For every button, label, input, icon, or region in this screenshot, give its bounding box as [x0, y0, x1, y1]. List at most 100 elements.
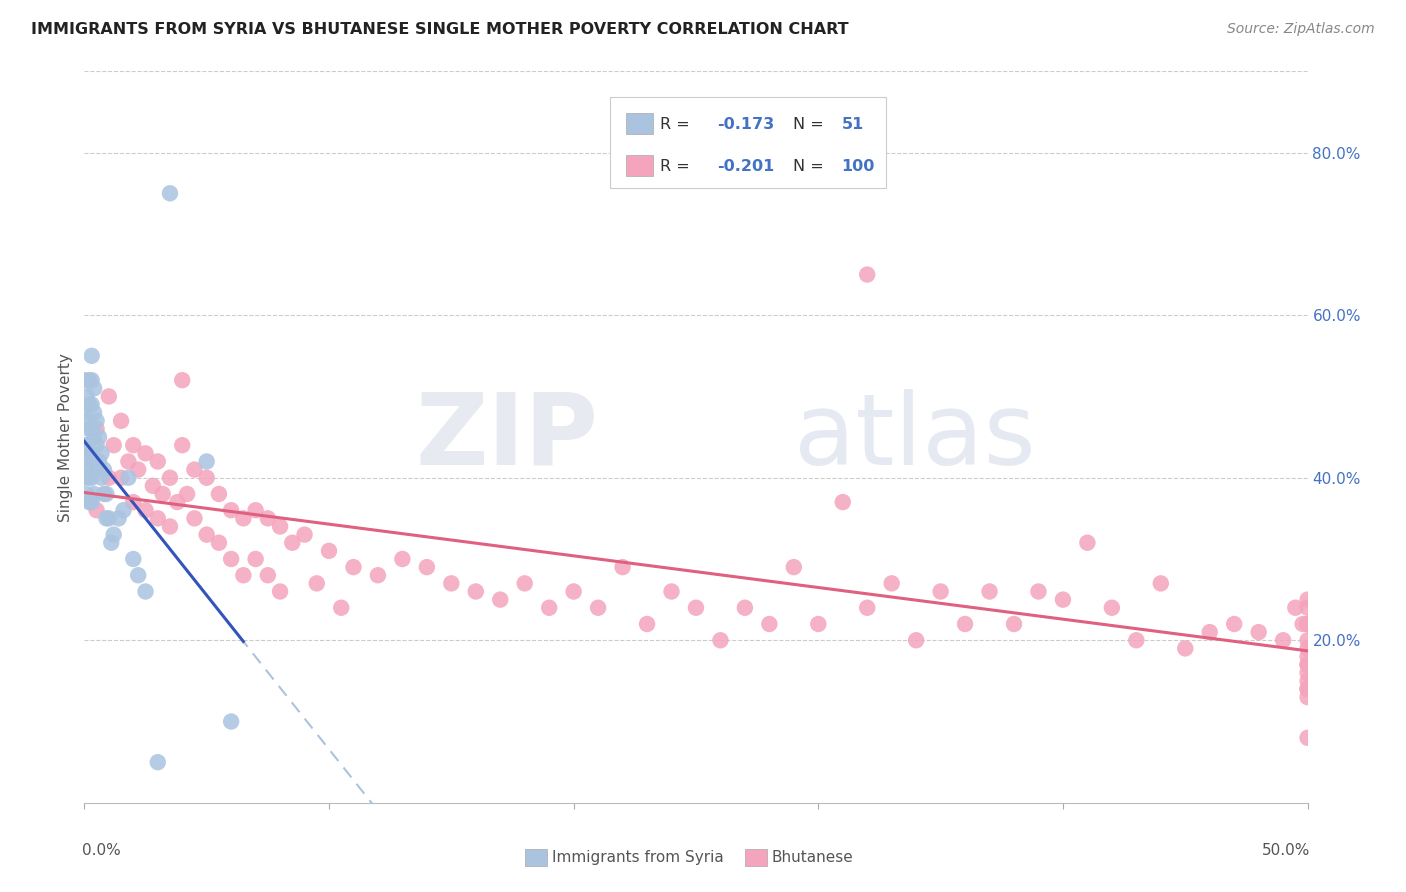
Text: R =: R = [661, 159, 696, 174]
Point [685, 600, 707, 615]
Point [83, 454, 105, 468]
Point [127, 568, 149, 582]
Point [110, 414, 132, 428]
Point [73, 406, 96, 420]
Point [1198, 625, 1220, 640]
Point [93, 487, 115, 501]
Point [76, 414, 98, 428]
Point [538, 600, 561, 615]
Point [416, 560, 439, 574]
Point [1296, 731, 1319, 745]
Point [73, 373, 96, 387]
Point [183, 462, 205, 476]
Point [269, 584, 291, 599]
FancyBboxPatch shape [626, 113, 654, 134]
Point [1002, 617, 1025, 632]
Point [77, 398, 100, 412]
Point [953, 617, 976, 632]
Point [77, 373, 100, 387]
Point [83, 487, 105, 501]
Point [391, 552, 413, 566]
Point [208, 487, 231, 501]
Point [77, 471, 100, 485]
Point [305, 576, 328, 591]
Point [76, 462, 98, 476]
Point [1296, 673, 1319, 688]
Point [636, 617, 658, 632]
Point [929, 584, 952, 599]
Point [83, 406, 105, 420]
Point [1296, 617, 1319, 632]
Point [152, 487, 174, 501]
FancyBboxPatch shape [745, 849, 766, 866]
Point [1296, 592, 1319, 607]
Point [464, 584, 486, 599]
Point [166, 495, 188, 509]
Point [758, 617, 780, 632]
Text: Source: ZipAtlas.com: Source: ZipAtlas.com [1227, 22, 1375, 37]
Point [440, 576, 463, 591]
Text: -0.201: -0.201 [717, 159, 775, 174]
Point [257, 511, 280, 525]
Point [86, 503, 108, 517]
Point [330, 600, 353, 615]
Point [127, 462, 149, 476]
Point [1174, 641, 1197, 656]
Point [86, 438, 108, 452]
Text: Bhutanese: Bhutanese [772, 850, 853, 865]
Point [73, 471, 96, 485]
Point [219, 552, 242, 566]
Point [1296, 681, 1319, 696]
Point [612, 560, 634, 574]
Point [586, 600, 609, 615]
Text: N =: N = [793, 117, 824, 132]
Text: N =: N = [793, 159, 824, 174]
Point [103, 438, 125, 452]
Point [513, 576, 536, 591]
Text: -0.173: -0.173 [717, 117, 775, 132]
Point [318, 544, 340, 558]
Point [96, 487, 118, 501]
Point [734, 600, 756, 615]
Point [73, 454, 96, 468]
FancyBboxPatch shape [524, 849, 547, 866]
Point [176, 487, 198, 501]
Point [87, 430, 110, 444]
Point [1296, 657, 1319, 672]
Point [103, 527, 125, 541]
Point [112, 503, 135, 517]
Point [76, 438, 98, 452]
Point [294, 527, 316, 541]
Point [1292, 617, 1315, 632]
Point [489, 592, 512, 607]
Point [880, 576, 903, 591]
Point [97, 389, 120, 403]
Point [86, 462, 108, 476]
Point [117, 471, 139, 485]
Point [77, 422, 100, 436]
Point [80, 373, 103, 387]
Point [90, 471, 112, 485]
Point [1296, 641, 1319, 656]
Point [1223, 617, 1246, 632]
Point [1284, 600, 1306, 615]
Point [110, 471, 132, 485]
Text: atlas: atlas [794, 389, 1035, 485]
Point [783, 560, 806, 574]
Point [219, 503, 242, 517]
Point [905, 633, 928, 648]
Point [1296, 617, 1319, 632]
Text: Immigrants from Syria: Immigrants from Syria [551, 850, 723, 865]
Point [1052, 592, 1074, 607]
Point [83, 430, 105, 444]
Point [122, 438, 145, 452]
Point [96, 511, 118, 525]
Point [135, 584, 157, 599]
Point [245, 552, 267, 566]
Point [245, 503, 267, 517]
Point [1247, 625, 1270, 640]
Point [1296, 665, 1319, 680]
Point [80, 422, 103, 436]
Point [232, 511, 254, 525]
Point [257, 568, 280, 582]
